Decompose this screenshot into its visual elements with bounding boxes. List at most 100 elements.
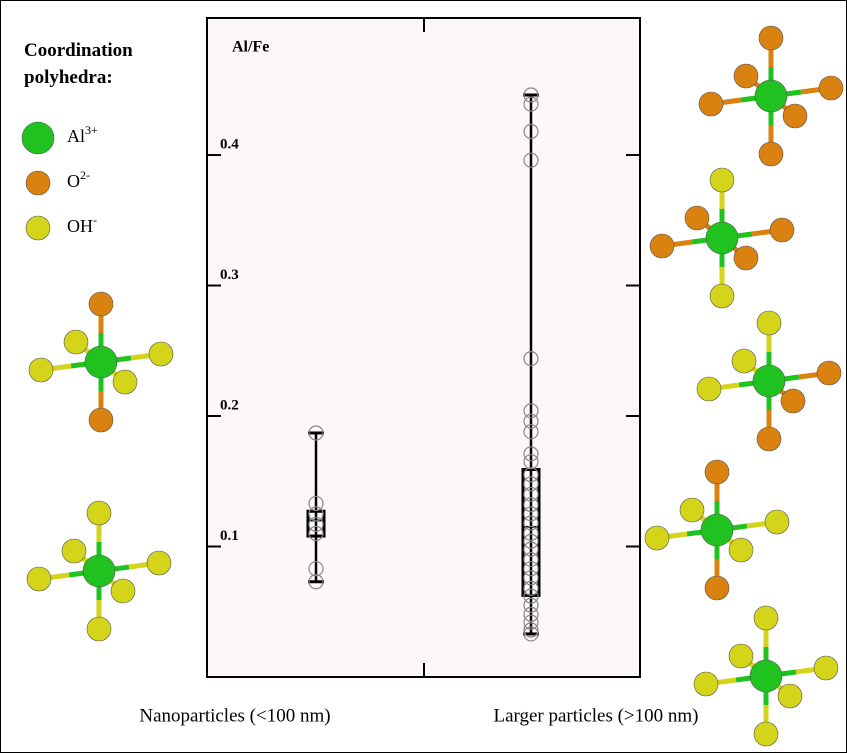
y-tick-label: 0.1	[220, 528, 239, 544]
ligand-atom	[644, 525, 670, 551]
data-point	[308, 425, 324, 441]
data-point	[523, 580, 539, 596]
data-point	[308, 525, 324, 542]
data-point	[523, 588, 539, 604]
data-point	[523, 626, 539, 642]
ligand-atom	[756, 310, 782, 336]
al-atom	[700, 513, 734, 547]
data-point	[523, 486, 539, 502]
ligand-atom	[709, 283, 735, 309]
data-point	[308, 495, 324, 512]
al-atom	[705, 221, 739, 255]
ligand-atom	[728, 643, 754, 669]
legend-swatch	[25, 170, 51, 196]
ligand-atom	[764, 509, 790, 535]
ligand-atom	[698, 91, 724, 117]
data-point	[523, 525, 539, 542]
data-point	[523, 606, 539, 622]
legend-swatch	[25, 215, 51, 241]
data-point	[308, 574, 324, 590]
ligand-atom	[26, 566, 52, 592]
ligand-atom	[782, 103, 808, 129]
y-tick-label: 0.3	[220, 267, 239, 283]
ligand-atom	[112, 369, 138, 395]
x-category-label: Larger particles (>100 nm)	[493, 705, 698, 726]
ligand-atom	[28, 357, 54, 383]
data-point	[308, 516, 324, 532]
data-point	[523, 467, 539, 483]
ligand-atom	[756, 426, 782, 452]
legend-sup: 2-	[80, 168, 90, 182]
data-point	[523, 403, 539, 419]
data-point	[523, 87, 539, 103]
ligand-atom	[728, 537, 754, 563]
ligand-atom	[86, 616, 112, 642]
al-atom	[84, 345, 118, 379]
data-point	[523, 476, 539, 492]
data-point	[523, 622, 539, 638]
data-point	[523, 570, 539, 586]
data-point	[523, 350, 539, 367]
data-point	[523, 446, 539, 462]
molecules	[26, 25, 844, 747]
ligand-atom	[684, 205, 710, 231]
y-tick-label: 0.2	[220, 397, 239, 413]
data-point	[523, 454, 539, 470]
y-tick-label: 0.4	[220, 136, 239, 152]
ligand-atom	[758, 141, 784, 167]
box	[306, 509, 326, 538]
legend-base: O	[67, 171, 80, 191]
ligand-atom	[704, 575, 730, 601]
ligand-atom	[753, 605, 779, 631]
plot-area	[206, 17, 641, 678]
data-point	[523, 152, 539, 168]
legend-label: O2-	[67, 168, 90, 191]
data-point	[523, 413, 539, 429]
legend-base: Al	[67, 126, 85, 146]
data-point	[523, 551, 539, 568]
al-atom	[752, 364, 786, 398]
ligand-atom	[88, 291, 114, 317]
x-category-label: Nanoparticles (<100 nm)	[139, 705, 330, 726]
ligand-atom	[649, 233, 675, 259]
al-atom	[754, 79, 788, 113]
ligand-atom	[704, 459, 730, 485]
legend-base: OH	[67, 216, 93, 236]
legend-sup: 3+	[85, 123, 98, 137]
ligand-atom	[709, 167, 735, 193]
al-atom	[749, 659, 783, 693]
ligand-atom	[146, 550, 172, 576]
legend-label: OH-	[67, 213, 97, 236]
legend-title: Coordination polyhedra:	[24, 40, 133, 88]
ligand-atom	[86, 500, 112, 526]
ligand-atom	[777, 683, 803, 709]
ligand-atom	[818, 75, 844, 101]
ligand-atom	[769, 217, 795, 243]
ligand-atom	[758, 25, 784, 51]
data-point	[523, 506, 539, 522]
ligand-atom	[733, 63, 759, 89]
legend-swatch	[21, 121, 55, 155]
data-point	[523, 424, 539, 440]
ligand-atom	[733, 245, 759, 271]
data-point	[523, 561, 539, 577]
ligand-atom	[780, 388, 806, 414]
ligand-atom	[696, 376, 722, 402]
ligand-atom	[693, 671, 719, 697]
data-point	[523, 96, 539, 112]
data-point	[523, 515, 539, 531]
ligand-atom	[813, 655, 839, 681]
data-point	[523, 533, 539, 549]
ligand-atom	[61, 538, 87, 564]
ligand-atom	[679, 497, 705, 523]
legend-label: Al3+	[67, 123, 98, 146]
ligand-atom	[753, 721, 779, 747]
data-point	[523, 497, 539, 513]
data-point	[523, 123, 539, 140]
data-point	[523, 597, 539, 613]
data-point	[308, 561, 324, 577]
al-atom	[82, 554, 116, 588]
data-point	[308, 506, 324, 522]
data-point	[523, 541, 539, 557]
